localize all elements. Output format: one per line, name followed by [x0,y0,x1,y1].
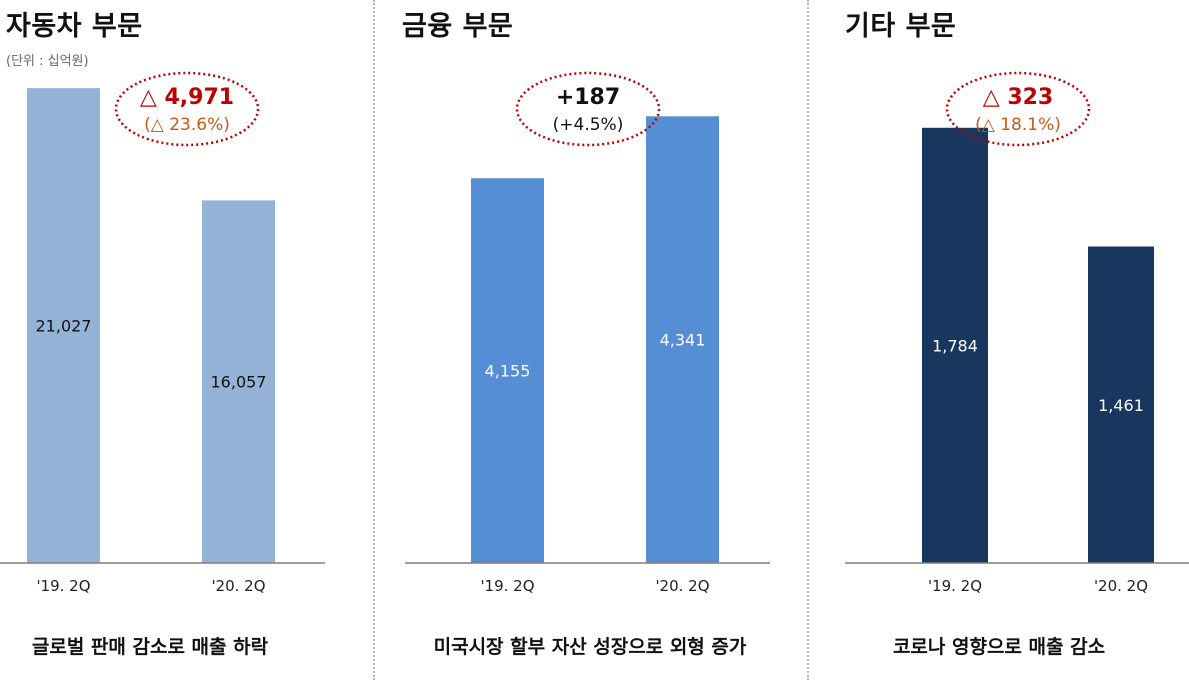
change-percent: (△ 18.1%) [975,115,1061,135]
panel-title: 금융 부문 [402,11,514,42]
bar-value-label: 16,057 [211,373,267,392]
bar-value-label: 1,784 [932,336,978,355]
bar-chart-finance: 4,155 '19. 2Q 4,341 '20. 2Q +187 (+4.5%) [405,71,770,595]
panel-caption: 미국시장 할부 자산 성장으로 외형 증가 [433,636,747,658]
panel-caption: 코로나 영향으로 매출 감소 [892,636,1106,658]
panel-automotive: 자동차 부문 (단위 : 십억원) 21,027 '19. 2Q 16,057 '20… [0,0,372,680]
panel-title: 자동차 부문 [6,11,143,42]
change-amount: △ 323 [983,85,1054,110]
bar [202,200,275,563]
panel-title: 기타 부문 [845,11,957,42]
panel-divider-1 [373,0,375,680]
bar-value-label: 21,027 [36,317,92,336]
bar [1088,246,1154,563]
panel-finance: 금융 부문 4,155 '19. 2Q 4,341 '20. 2Q +187 (+4.5%… [375,0,805,680]
change-amount: +187 [556,85,620,110]
x-tick-label: '19. 2Q [928,577,982,595]
x-tick-label: '19. 2Q [480,577,534,595]
change-percent: (△ 23.6%) [144,115,230,135]
bar [922,127,988,564]
bar-value-label: 1,461 [1098,396,1144,415]
bar [27,88,100,564]
panel-divider-2 [807,0,809,680]
panel-others: 기타 부문 1,784 '19. 2Q 1,461 '20. 2Q △ 323 (△ 18… [809,0,1189,680]
panel-caption: 글로벌 판매 감소로 매출 하락 [31,636,269,658]
bar [471,178,544,563]
x-tick-label: '20. 2Q [655,577,709,595]
bar-value-label: 4,341 [660,331,706,350]
x-tick-label: '20. 2Q [1094,577,1148,595]
change-percent: (+4.5%) [553,115,624,135]
change-amount: △ 4,971 [140,85,234,110]
unit-label: (단위 : 십억원) [6,54,89,69]
change-ellipse [515,71,661,147]
bar-chart-others: 1,784 '19. 2Q 1,461 '20. 2Q △ 323 (△ 18.1%) [845,71,1189,595]
change-ellipse [114,71,260,147]
bar-value-label: 4,155 [485,362,531,381]
bar [646,116,719,564]
bar-chart-automotive: 21,027 '19. 2Q 16,057 '20. 2Q △ 4,971 (△ 23.6… [0,71,325,595]
change-ellipse [945,71,1091,147]
x-tick-label: '20. 2Q [211,577,265,595]
x-tick-label: '19. 2Q [36,577,90,595]
